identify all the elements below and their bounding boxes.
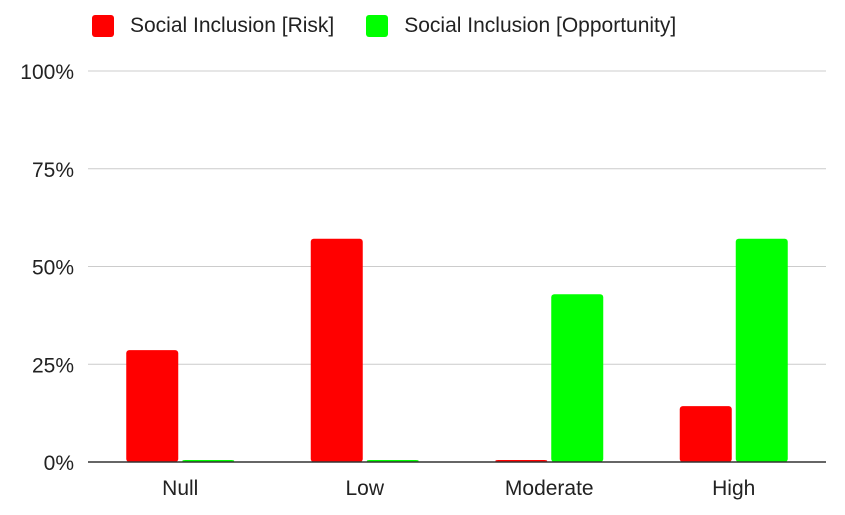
bar[interactable] — [551, 294, 604, 462]
legend-item-risk[interactable]: Social Inclusion [Risk] — [92, 14, 334, 38]
y-tick-label: 50% — [32, 257, 74, 280]
legend-label-opportunity: Social Inclusion [Opportunity] — [404, 14, 677, 37]
x-tick-label: Moderate — [505, 477, 594, 500]
y-tick-label: 0% — [44, 452, 74, 475]
bar[interactable] — [126, 350, 179, 462]
x-tick-label: Low — [345, 477, 384, 500]
bar[interactable] — [679, 406, 732, 462]
y-tick-label: 25% — [32, 354, 74, 377]
x-tick-label: Null — [162, 477, 198, 500]
legend-swatch-opportunity — [366, 15, 389, 37]
x-tick-label: High — [712, 477, 755, 500]
legend-item-opportunity[interactable]: Social Inclusion [Opportunity] — [366, 14, 676, 38]
legend-swatch-risk — [92, 15, 114, 37]
y-tick-label: 75% — [32, 159, 74, 182]
bar[interactable] — [735, 238, 788, 462]
legend-label-risk: Social Inclusion [Risk] — [130, 14, 335, 37]
legend: Social Inclusion [Risk] Social Inclusion… — [92, 14, 676, 38]
bar[interactable] — [310, 238, 363, 462]
y-tick-label: 100% — [20, 61, 74, 84]
